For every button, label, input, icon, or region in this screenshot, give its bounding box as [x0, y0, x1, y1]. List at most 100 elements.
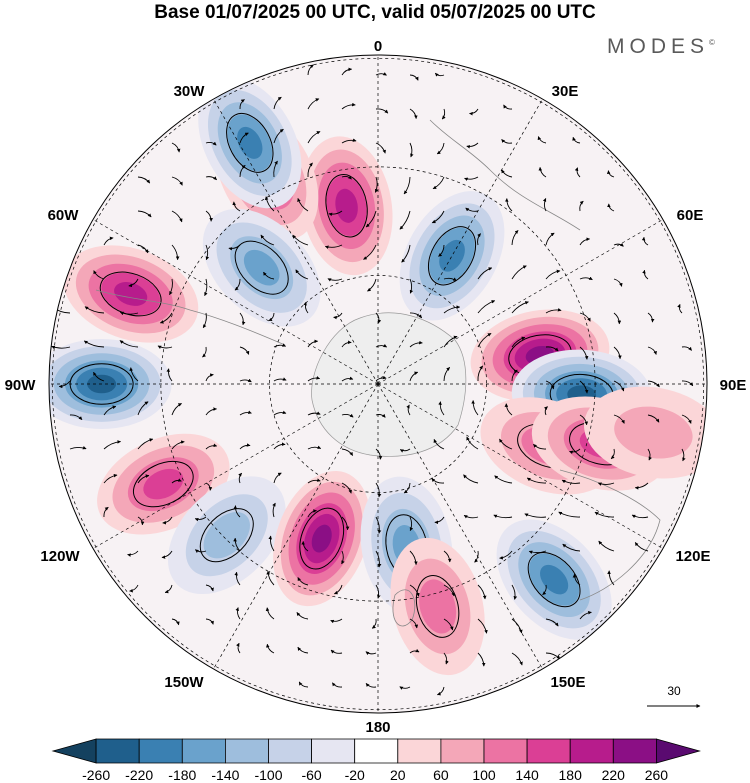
wind-vector [436, 142, 445, 155]
wind-vector [466, 436, 479, 450]
wind-vector [205, 176, 217, 181]
colorbar-box [612, 738, 657, 764]
wind-vector [545, 232, 555, 246]
wind-vector [375, 343, 388, 348]
wind-vector [401, 244, 411, 263]
wind-vector [307, 64, 314, 76]
wind-vector [558, 511, 581, 518]
wind-vector [597, 482, 615, 486]
wind-vector [499, 438, 513, 450]
wind-vector [681, 346, 692, 351]
wind-vector [363, 244, 377, 260]
wind-vector [634, 542, 649, 552]
wind-vector [341, 516, 350, 531]
wind-vector [613, 278, 623, 287]
wind-vector [434, 516, 445, 525]
wind-vector [341, 376, 354, 382]
colorbar-tick-label: -20 [345, 767, 365, 783]
wind-vector [443, 367, 451, 382]
wind-vector [375, 375, 387, 382]
wind-vector [264, 196, 275, 212]
wind-vector [228, 244, 241, 251]
wind-vector [463, 514, 479, 519]
wind-vector [331, 682, 343, 688]
wind-vector [434, 72, 445, 77]
wind-vector [137, 401, 149, 416]
wind-vector [409, 278, 414, 294]
southern-continents [95, 119, 661, 627]
colorbar-boxes [51, 738, 701, 764]
wind-vector [533, 443, 547, 450]
wind-vector [443, 335, 458, 348]
wind-vector [341, 340, 352, 348]
wind-vector [266, 570, 275, 586]
lon-label-120w: 120W [40, 548, 80, 565]
wind-vector [103, 236, 114, 246]
wind-vector [477, 233, 481, 246]
wind-vector [545, 652, 561, 660]
wind-vector [239, 312, 246, 326]
meridian-line [377, 98, 543, 385]
wind-vector [341, 550, 345, 565]
lon-label-120e: 120E [675, 548, 710, 565]
wind-vector [205, 443, 218, 450]
wind-vector [469, 108, 479, 116]
contour-level [439, 239, 465, 272]
wind-vector [341, 482, 352, 494]
wind-vector [477, 652, 486, 667]
wind-vector [330, 618, 343, 624]
lon-label-30e: 30E [552, 83, 579, 100]
wind-vector [409, 516, 414, 531]
wind-vector [528, 550, 547, 554]
wind-vector [307, 98, 320, 110]
wind-vector [511, 336, 526, 348]
wind-vector [409, 618, 419, 629]
wind-vector [542, 198, 547, 212]
wind-vector [399, 448, 411, 453]
wind-vector [171, 142, 181, 153]
wind-vector [169, 278, 173, 295]
lat-lon-grid [49, 55, 707, 713]
wind-vector [119, 311, 139, 316]
wind-vector [260, 234, 275, 246]
wind-vector [511, 265, 527, 280]
wind-vector [69, 414, 83, 420]
wind-vector [579, 414, 589, 426]
meridian-line [92, 219, 379, 385]
wind-vector [341, 67, 353, 76]
meridian-line [377, 383, 543, 670]
wind-vector [607, 570, 615, 586]
wind-vector [205, 141, 217, 146]
wind-vector [443, 550, 452, 563]
wind-vector [613, 242, 624, 247]
wind-vector [194, 549, 207, 553]
wind-vector [543, 406, 548, 416]
wind-vector [438, 244, 445, 257]
wind-vector [433, 438, 445, 450]
wind-vector [494, 475, 513, 484]
colorbar-box [181, 738, 226, 764]
wind-vector [375, 312, 382, 324]
wind-vector [375, 482, 382, 498]
wind-vector [504, 403, 513, 416]
wind-vector [375, 516, 382, 534]
wind-vector [367, 278, 377, 292]
anomaly-15 [496, 519, 612, 640]
anomaly-10 [167, 476, 286, 595]
wind-vector [477, 267, 493, 280]
wind-vector [524, 513, 547, 518]
wind-vector [268, 535, 275, 552]
wind-vector [273, 96, 282, 110]
colorbar-box [483, 738, 528, 764]
wind-vector [266, 643, 275, 654]
wind-vector [273, 410, 287, 416]
wind-vector [511, 301, 529, 314]
colorbar-ticks: -260 -220 -180 -140 -100 -60 -20 20 60 100 140 180 2… [82, 767, 668, 783]
wind-vector [273, 128, 284, 144]
wind-vector [579, 346, 589, 360]
map-border [48, 54, 708, 714]
meridian-line [213, 383, 379, 670]
colorbar-tick-label: -180 [168, 767, 196, 783]
colorbar-tick-label: -140 [211, 767, 239, 783]
lon-label-0: 0 [374, 38, 382, 55]
